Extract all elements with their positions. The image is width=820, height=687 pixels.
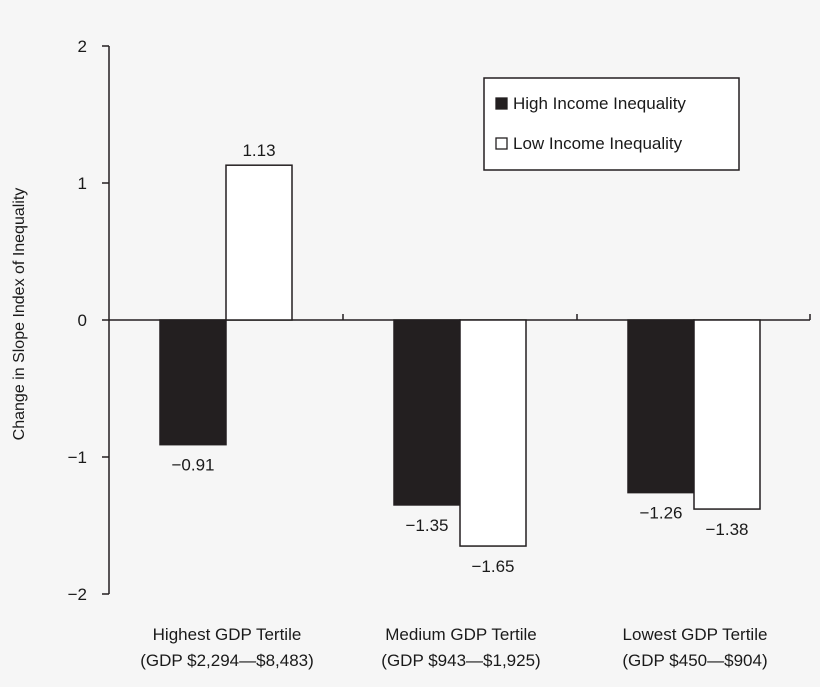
category-label: (GDP $450—$904) [622, 651, 767, 670]
legend: High Income Inequality Low Income Inequal… [483, 77, 740, 171]
data-label: −1.38 [705, 520, 748, 539]
data-label: 1.13 [242, 141, 275, 160]
data-label: −1.35 [405, 516, 448, 535]
y-tick-label: 1 [78, 174, 87, 193]
bar-low-inequality [693, 319, 761, 510]
bar-high-inequality [393, 319, 461, 506]
bar-high-inequality [159, 319, 227, 446]
bars [159, 164, 761, 547]
category-label: (GDP $943—$1,925) [381, 651, 540, 670]
bar-low-inequality [459, 319, 527, 547]
category-label: Lowest GDP Tertile [623, 625, 768, 644]
legend-swatch [495, 97, 508, 110]
y-tick-label: −2 [68, 585, 87, 604]
category-label: (GDP $2,294—$8,483) [140, 651, 314, 670]
bar-high-inequality [627, 319, 695, 494]
legend-swatch [495, 137, 508, 150]
category-label: Highest GDP Tertile [153, 625, 302, 644]
legend-label: High Income Inequality [513, 94, 686, 113]
data-label: −1.26 [639, 504, 682, 523]
axes: 2 1 0 −1 −2 Change in Slope Index of Inequali… [11, 37, 811, 670]
legend-label: Low Income Inequality [513, 134, 683, 153]
data-labels: −0.91 −1.35 −1.26 1.13 −1.65 −1.38 [171, 141, 748, 576]
bar-low-inequality [225, 164, 293, 321]
data-label: −0.91 [171, 456, 214, 475]
y-tick-label: 2 [78, 37, 87, 56]
y-tick-label: −1 [68, 448, 87, 467]
data-label: −1.65 [471, 557, 514, 576]
legend-box [483, 77, 740, 171]
category-label: Medium GDP Tertile [385, 625, 536, 644]
y-tick-label: 0 [78, 311, 87, 330]
y-axis-title: Change in Slope Index of Inequality [11, 188, 28, 441]
